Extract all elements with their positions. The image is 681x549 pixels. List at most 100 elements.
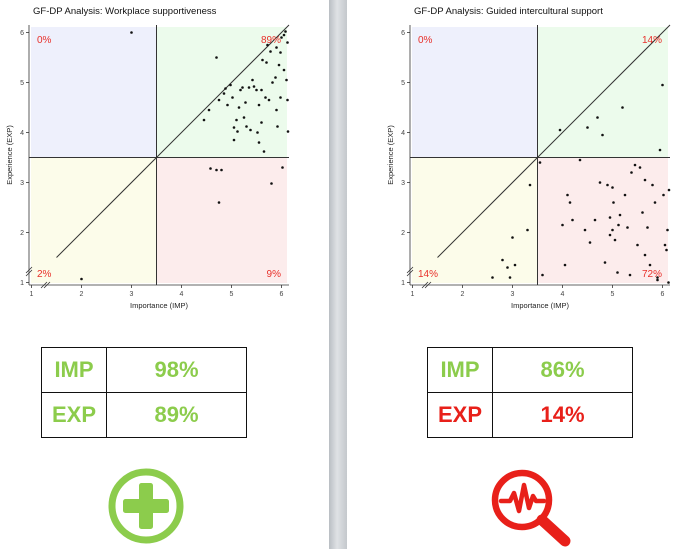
data-point	[588, 241, 592, 244]
stat-label-exp: EXP	[427, 392, 493, 438]
stat-label-exp: EXP	[41, 392, 107, 438]
axis-break-mark	[25, 269, 33, 277]
data-point	[265, 61, 268, 64]
data-point	[217, 98, 221, 102]
data-point	[665, 248, 668, 252]
data-point	[598, 181, 602, 184]
data-point	[276, 125, 279, 128]
data-point	[511, 236, 514, 239]
table-row: EXP 89%	[41, 392, 247, 438]
axis-break-mark	[25, 266, 33, 274]
data-point	[274, 76, 277, 79]
data-point	[239, 88, 242, 92]
data-point	[608, 233, 612, 237]
data-point	[616, 271, 619, 274]
axis-break-mark	[406, 266, 414, 274]
data-point	[261, 58, 264, 62]
data-point	[528, 183, 532, 187]
data-point	[226, 103, 229, 107]
magnifier-pulse-icon	[491, 469, 571, 547]
stat-value-exp: 89%	[106, 392, 247, 438]
x-tick-label: 4	[561, 291, 565, 298]
data-point	[224, 87, 227, 90]
data-point	[626, 226, 629, 229]
data-point	[618, 213, 622, 217]
axis-break-mark	[40, 281, 48, 289]
data-point	[501, 258, 504, 262]
stats-table-right: IMP 86% EXP 14%	[427, 347, 633, 438]
data-point	[207, 108, 211, 112]
axis-break-mark	[424, 281, 432, 289]
quadrant-top-left	[31, 27, 157, 158]
data-point	[662, 193, 665, 197]
y-axis-label: Experience (EXP)	[5, 125, 14, 185]
data-point	[628, 273, 632, 277]
data-point	[269, 50, 272, 53]
data-point	[541, 273, 544, 277]
data-point	[667, 281, 670, 284]
data-point	[215, 168, 218, 172]
quadrant-label-top-right: 14%	[642, 35, 662, 46]
quadrant-label-bottom-left: 14%	[418, 269, 438, 280]
data-point	[611, 186, 614, 189]
data-point	[663, 243, 667, 247]
data-point	[586, 126, 589, 129]
data-point	[275, 46, 278, 49]
quadrant-label-bottom-left: 2%	[37, 269, 52, 280]
data-point	[249, 128, 252, 132]
diagonal-line	[437, 24, 671, 258]
quadrant-label-bottom-right: 9%	[267, 269, 282, 280]
chart-title-left: GF-DP Analysis: Workplace supportiveness	[33, 6, 217, 17]
quadrant-label-bottom-right: 72%	[642, 269, 662, 280]
data-point	[262, 150, 266, 153]
x-axis-label: Importance (IMP)	[511, 301, 569, 310]
x-tick-label: 1	[30, 291, 34, 298]
data-point	[621, 106, 624, 109]
y-tick-label: 2	[20, 230, 24, 237]
data-point	[513, 263, 517, 267]
data-point	[638, 166, 642, 169]
scatter-plot-left: 1 2 3 4 5 6 1 2 3 4 5 6 Importance (IMP) Experience (…	[5, 24, 290, 310]
data-point	[561, 223, 564, 227]
y-tick-label: 4	[401, 130, 405, 137]
stats-table-left: IMP 98% EXP 89%	[41, 347, 247, 438]
data-point	[611, 228, 614, 232]
y-tick-label: 1	[401, 280, 405, 287]
data-point	[636, 243, 639, 247]
data-point	[260, 88, 263, 92]
data-point	[231, 96, 234, 99]
data-point	[651, 183, 654, 187]
quadrant-label-top-right: 89%	[261, 35, 281, 46]
data-point	[256, 131, 259, 134]
data-point	[237, 106, 241, 109]
data-point	[80, 277, 83, 281]
stat-value-imp: 98%	[106, 347, 247, 393]
y-tick-label: 3	[401, 180, 405, 187]
data-point	[583, 228, 587, 232]
stat-value-exp: 14%	[492, 392, 633, 438]
x-tick-label: 5	[230, 291, 234, 298]
table-row: IMP 98%	[41, 347, 247, 393]
x-tick-label: 4	[180, 291, 184, 298]
data-point	[285, 78, 288, 82]
data-point	[578, 158, 582, 162]
stat-value-imp: 86%	[492, 347, 633, 393]
data-point	[613, 238, 617, 242]
data-point	[661, 83, 664, 87]
data-point	[603, 261, 607, 264]
y-tick-label: 5	[401, 80, 405, 87]
data-point	[643, 178, 647, 182]
data-point	[257, 141, 261, 144]
y-tick-label: 1	[20, 280, 24, 287]
x-tick-label: 3	[130, 291, 134, 298]
data-point	[568, 201, 572, 204]
y-tick-label: 5	[20, 80, 24, 87]
stat-label-imp: IMP	[41, 347, 107, 393]
x-tick-label: 5	[611, 291, 615, 298]
data-point	[252, 85, 256, 88]
y-tick-label: 2	[401, 230, 405, 237]
data-point	[653, 201, 657, 204]
data-point	[217, 201, 221, 204]
data-point	[245, 125, 248, 128]
data-point	[284, 30, 287, 33]
